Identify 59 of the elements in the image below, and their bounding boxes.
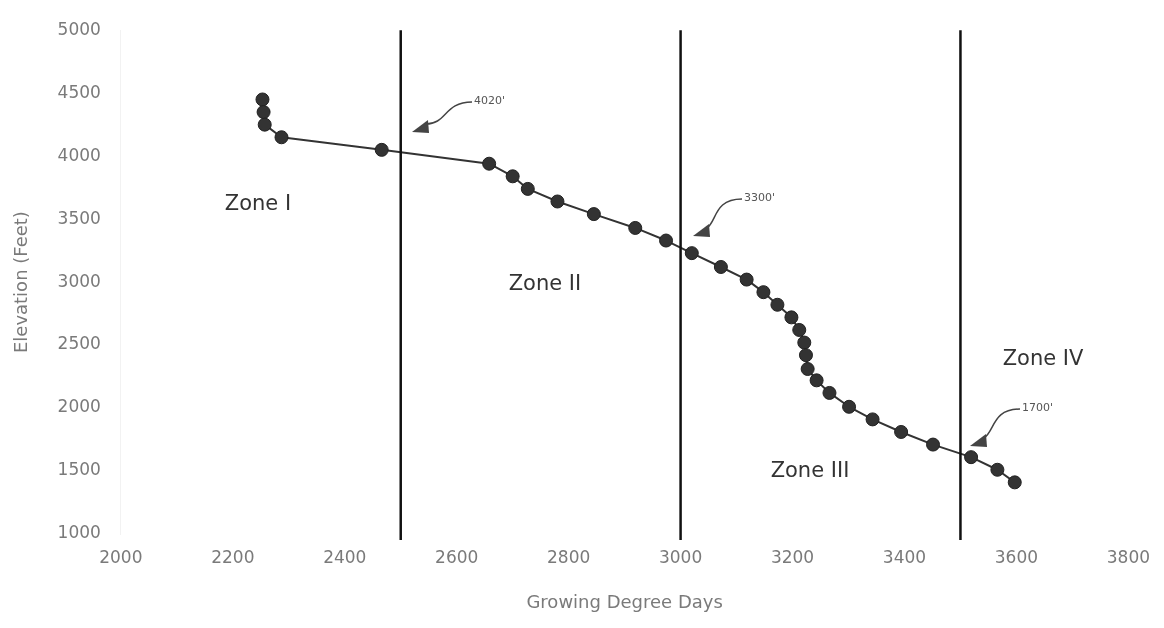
point	[770, 297, 785, 312]
point	[798, 348, 813, 363]
point	[256, 105, 271, 120]
point	[784, 310, 799, 325]
y-tick-label: 5000	[57, 18, 101, 39]
point	[800, 362, 815, 377]
point	[505, 169, 520, 184]
point	[797, 335, 812, 350]
annotation: 3300'	[744, 191, 776, 204]
y-tick-label: 1000	[57, 522, 101, 543]
x-tick-label: 2000	[99, 546, 143, 567]
point	[739, 272, 754, 287]
point	[822, 385, 837, 400]
x-tick-label: 3600	[994, 546, 1039, 567]
point	[865, 412, 880, 427]
point	[520, 181, 535, 196]
x-tick-label: 3400	[882, 546, 927, 567]
x-axis-title: Growing Degree Days	[526, 590, 723, 612]
point	[713, 259, 728, 274]
x-tick-label: 2800	[547, 546, 591, 567]
point	[274, 130, 289, 145]
point	[756, 285, 771, 300]
point	[990, 462, 1005, 477]
point	[964, 450, 979, 465]
annotation: Zone III	[770, 457, 850, 482]
point	[659, 233, 674, 248]
point	[1007, 475, 1022, 490]
y-tick-label: 2000	[57, 396, 101, 417]
annotation: Zone I	[224, 190, 292, 215]
y-axis-title: Elevation (Feet)	[10, 211, 32, 354]
annotation: 1700'	[1022, 401, 1054, 414]
x-tick-label: 2600	[435, 546, 479, 567]
point	[482, 156, 497, 171]
annotation: Zone II	[508, 270, 582, 295]
point	[792, 322, 807, 337]
y-tick-label: 2500	[57, 333, 101, 354]
x-tick-label: 2400	[323, 546, 367, 567]
point	[684, 246, 699, 261]
y-tick-label: 4500	[57, 81, 101, 102]
point	[257, 117, 272, 132]
point	[374, 142, 389, 157]
point	[809, 373, 824, 388]
annotation: 4020'	[474, 94, 506, 107]
point	[550, 194, 565, 209]
point	[628, 220, 643, 235]
point	[255, 92, 270, 107]
y-tick-label: 1500	[57, 459, 101, 480]
point	[894, 424, 909, 439]
x-tick-label: 2200	[211, 546, 255, 567]
y-tick-label: 4000	[57, 144, 101, 165]
y-tick-label: 3500	[57, 207, 101, 228]
x-tick-label: 3800	[1106, 546, 1150, 567]
y-tick-label: 3000	[57, 270, 101, 291]
x-tick-label: 3200	[770, 546, 815, 567]
annotation: Zone IV	[1002, 345, 1084, 370]
point	[926, 437, 941, 452]
point	[842, 399, 857, 414]
x-tick-label: 3000	[658, 546, 703, 567]
point	[586, 207, 601, 222]
